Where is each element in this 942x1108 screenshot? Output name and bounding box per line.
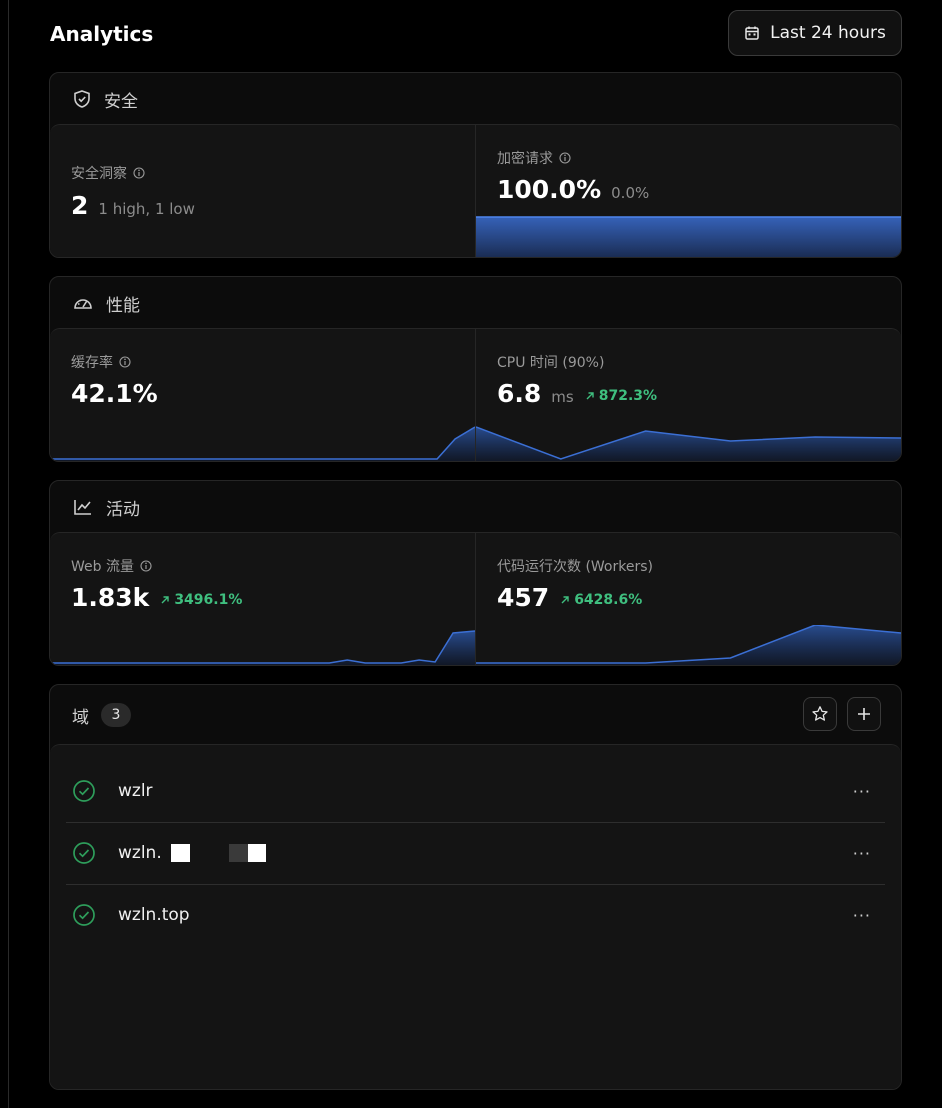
workers-invocations-card[interactable]: 代码运行次数 (Workers) 457 6428.6%: [475, 533, 901, 665]
cpu-time-unit: ms: [551, 388, 574, 406]
workers-invocations-delta-value: 6428.6%: [574, 592, 643, 608]
security-panel: 安全 安全洞察 2 1 high, 1 low 加密请求 100.0% 0.0%: [49, 72, 902, 258]
encrypted-requests-value: 100.0%: [497, 175, 602, 204]
activity-panel: 活动 Web 流量 1.83k 3496.1%: [49, 480, 902, 666]
domain-row[interactable]: wzln. ···: [66, 822, 885, 885]
web-traffic-card[interactable]: Web 流量 1.83k 3496.1%: [50, 533, 475, 665]
security-insights-value-row: 2 1 high, 1 low: [71, 191, 195, 220]
workers-label-row: 代码运行次数 (Workers): [497, 556, 653, 576]
left-rail: [8, 0, 9, 1108]
workers-value-row: 457 6428.6%: [497, 583, 642, 612]
web-traffic-chart: [50, 630, 475, 665]
cache-rate-label: 缓存率: [71, 355, 113, 371]
chart-line-icon: [74, 500, 91, 515]
encrypted-value-row: 100.0% 0.0%: [497, 175, 649, 204]
security-insights-label-row: 安全洞察: [71, 163, 145, 183]
more-icon[interactable]: ···: [852, 781, 871, 801]
workers-invocations-value: 457: [497, 583, 550, 612]
check-circle-icon: [73, 780, 95, 802]
header: Analytics Last 24 hours: [50, 10, 902, 58]
security-header: 安全: [50, 73, 901, 125]
cpu-time-card[interactable]: CPU 时间 (90%) 6.8 ms 872.3%: [475, 329, 901, 461]
domain-name[interactable]: wzln.: [118, 843, 162, 863]
shield-icon: [74, 90, 90, 108]
cpu-time-chart: [476, 426, 901, 461]
performance-title: 性能: [106, 295, 140, 316]
time-range-label: Last 24 hours: [770, 23, 886, 43]
info-icon[interactable]: [140, 560, 152, 572]
cache-rate-label-row: 缓存率: [71, 352, 131, 372]
domains-title: 域: [72, 707, 89, 728]
cache-rate-value-row: 42.1%: [71, 379, 158, 408]
add-domain-button[interactable]: [847, 697, 881, 731]
calendar-icon: [745, 26, 759, 40]
domains-count-badge: 3: [101, 703, 131, 727]
cpu-time-label: CPU 时间 (90%): [497, 355, 605, 371]
page-title: Analytics: [50, 22, 154, 46]
domains-list: wzlr ··· wzln. ··· wzln.top ···: [50, 744, 901, 1089]
workers-invocations-label: 代码运行次数 (Workers): [497, 559, 653, 575]
favorite-button[interactable]: [803, 697, 837, 731]
web-traffic-value-row: 1.83k 3496.1%: [71, 583, 242, 612]
web-traffic-label: Web 流量: [71, 559, 134, 575]
web-traffic-delta: 3496.1%: [159, 592, 242, 608]
redaction-block: [229, 844, 248, 862]
activity-header: 活动: [50, 481, 901, 533]
encrypted-requests-delta: 0.0%: [611, 184, 650, 202]
arrow-up-right-icon: [586, 392, 594, 400]
encrypted-label-row: 加密请求: [497, 148, 571, 168]
activity-title: 活动: [106, 499, 140, 520]
web-traffic-value: 1.83k: [71, 583, 150, 612]
cpu-time-delta: 872.3%: [584, 388, 657, 404]
domain-name[interactable]: wzln.top: [118, 905, 190, 925]
more-icon[interactable]: ···: [852, 843, 871, 863]
arrow-up-right-icon: [561, 596, 569, 604]
activity-body: Web 流量 1.83k 3496.1%: [50, 532, 901, 665]
encrypted-requests-fill: [476, 217, 901, 257]
web-traffic-delta-value: 3496.1%: [174, 592, 243, 608]
plus-icon: [858, 708, 870, 720]
redaction-block: [248, 844, 266, 862]
cache-rate-card[interactable]: 缓存率 42.1%: [50, 329, 475, 461]
cpu-time-value-row: 6.8 ms 872.3%: [497, 379, 657, 408]
cpu-time-delta-value: 872.3%: [598, 388, 658, 404]
domains-header: 域 3: [50, 685, 901, 745]
domain-row[interactable]: wzln.top ···: [66, 884, 885, 946]
time-range-button[interactable]: Last 24 hours: [728, 10, 902, 56]
security-title: 安全: [104, 91, 138, 112]
encrypted-requests-card[interactable]: 加密请求 100.0% 0.0%: [475, 125, 901, 257]
workers-invocations-chart: [476, 625, 901, 665]
workers-invocations-delta: 6428.6%: [559, 592, 642, 608]
domain-row[interactable]: wzlr ···: [66, 760, 885, 823]
arrow-up-right-icon: [161, 596, 170, 604]
info-icon[interactable]: [559, 152, 571, 164]
cache-rate-chart: [50, 426, 475, 461]
domains-panel: 域 3 wzlr ··· wzln.: [49, 684, 902, 1090]
check-circle-icon: [73, 842, 95, 864]
encrypted-requests-chart: [476, 216, 901, 257]
security-insights-label: 安全洞察: [71, 166, 127, 182]
performance-panel: 性能 缓存率 42.1%: [49, 276, 902, 462]
security-insights-detail: 1 high, 1 low: [98, 200, 195, 218]
star-icon: [812, 706, 828, 721]
performance-header: 性能: [50, 277, 901, 329]
security-body: 安全洞察 2 1 high, 1 low 加密请求 100.0% 0.0%: [50, 124, 901, 257]
cpu-time-label-row: CPU 时间 (90%): [497, 352, 604, 372]
gauge-icon: [74, 299, 92, 309]
web-traffic-label-row: Web 流量: [71, 556, 152, 576]
check-circle-icon: [73, 904, 95, 926]
more-icon[interactable]: ···: [852, 905, 871, 925]
cpu-time-value: 6.8: [497, 379, 542, 408]
info-icon[interactable]: [133, 167, 145, 179]
encrypted-requests-label: 加密请求: [497, 151, 553, 167]
performance-body: 缓存率 42.1% CPU 时间 (90%): [50, 328, 901, 461]
redaction-block: [171, 844, 190, 862]
security-insights-value: 2: [71, 191, 89, 220]
info-icon[interactable]: [119, 356, 131, 368]
domain-name[interactable]: wzlr: [118, 781, 153, 801]
security-insights-card[interactable]: 安全洞察 2 1 high, 1 low: [50, 125, 475, 257]
cache-rate-value: 42.1%: [71, 379, 158, 408]
